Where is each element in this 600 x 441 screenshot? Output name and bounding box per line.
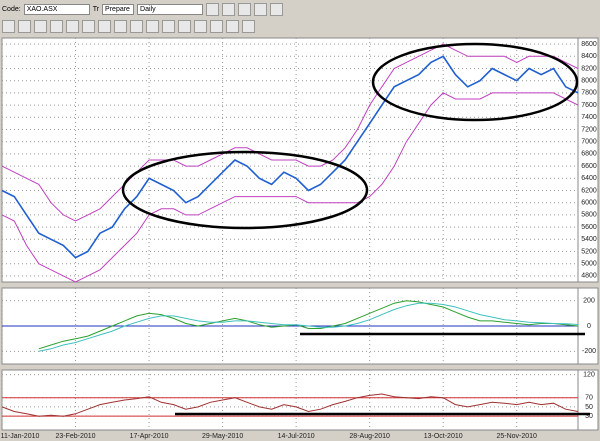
- y-tick-label: 120: [583, 371, 595, 378]
- x-tick-label: 29-May-2010: [202, 433, 243, 440]
- toolbar-row: Code: XAO.ASX Tr Prepare Daily: [2, 1, 284, 17]
- tr-label: Tr: [92, 5, 100, 13]
- y-tick-label: 5400: [581, 236, 597, 243]
- ellipse: [371, 42, 579, 122]
- x-tick-label: 14-Jul-2010: [278, 433, 315, 440]
- y-tick-label: 50: [585, 404, 593, 411]
- toolbar-row: [2, 18, 255, 34]
- period-select[interactable]: Daily: [137, 3, 204, 15]
- x-tick-label: 25-Nov-2010: [496, 433, 537, 440]
- icon[interactable]: [238, 2, 252, 16]
- y-tick-label: 7400: [581, 114, 597, 121]
- tool-icon[interactable]: [242, 19, 255, 33]
- y-tick-label: 70: [585, 395, 593, 402]
- y-tick-label: 6400: [581, 175, 597, 182]
- prepare-button[interactable]: Prepare: [102, 3, 135, 15]
- y-tick-label: 6600: [581, 163, 597, 170]
- tool-icon[interactable]: [162, 19, 175, 33]
- tool-icon[interactable]: [2, 19, 15, 33]
- code-input[interactable]: XAO.ASX: [23, 3, 90, 15]
- y-tick-label: 6000: [581, 200, 597, 207]
- tool-icon[interactable]: [66, 19, 79, 33]
- tool-icon[interactable]: [34, 19, 47, 33]
- y-tick-label: 7200: [581, 126, 597, 133]
- y-tick-label: 0: [587, 323, 591, 330]
- code-label: Code:: [2, 5, 21, 13]
- series-line: [1, 43, 579, 222]
- axis-strip: [577, 37, 599, 283]
- chart-area: 4800 5000 5200 5400 5600 5800 6000 6200 6400 6600…: [1, 37, 599, 440]
- y-tick-label: 7600: [581, 102, 597, 109]
- tool-icon[interactable]: [130, 19, 143, 33]
- tool-icon[interactable]: [146, 19, 159, 33]
- y-tick-label: 8400: [581, 53, 597, 60]
- tool-icon[interactable]: [98, 19, 111, 33]
- icon[interactable]: [254, 2, 268, 16]
- tool-icon[interactable]: [194, 19, 207, 33]
- y-tick-label: 8200: [581, 65, 597, 72]
- y-tick-label: 5000: [581, 261, 597, 268]
- y-tick-label: 8000: [581, 78, 597, 85]
- tool-icon[interactable]: [18, 19, 31, 33]
- y-tick-label: 6800: [581, 151, 597, 158]
- y-tick-label: 7800: [581, 90, 597, 97]
- tool-icon[interactable]: [226, 19, 239, 33]
- series-line: [1, 55, 579, 259]
- annotations: [121, 42, 590, 416]
- x-tick-label: 28-Aug-2010: [349, 433, 390, 440]
- y-tick-label: 5200: [581, 248, 597, 255]
- icon[interactable]: [270, 2, 284, 16]
- tool-icon[interactable]: [178, 19, 191, 33]
- x-tick-label: 23-Feb-2010: [55, 433, 95, 440]
- y-tick-label: 5800: [581, 212, 597, 219]
- tool-icon[interactable]: [50, 19, 63, 33]
- y-tick-label: 200: [583, 298, 595, 305]
- icon[interactable]: [206, 2, 220, 16]
- x-tick-label: 11-Jan-2010: [1, 433, 40, 440]
- y-tick-label: 8600: [581, 41, 597, 48]
- tool-icon[interactable]: [82, 19, 95, 33]
- y-tick-label: 7000: [581, 139, 597, 146]
- toolbar: Code: XAO.ASX Tr Prepare Daily: [0, 0, 600, 36]
- y-tick-label: -200: [582, 348, 596, 355]
- ellipse: [121, 150, 369, 230]
- series-line: [1, 92, 579, 283]
- tool-icon[interactable]: [210, 19, 223, 33]
- y-tick-label: 6200: [581, 187, 597, 194]
- x-tick-label: 17-Apr-2010: [130, 433, 169, 440]
- y-tick-label: 4800: [581, 273, 597, 280]
- panel: [1, 369, 579, 431]
- y-tick-label: 30: [585, 413, 593, 420]
- tool-icon[interactable]: [114, 19, 127, 33]
- x-tick-label: 13-Oct-2010: [424, 433, 463, 440]
- series-line: [1, 393, 579, 417]
- series-line: [38, 300, 579, 350]
- y-tick-label: 5600: [581, 224, 597, 231]
- icon[interactable]: [222, 2, 236, 16]
- series-line: [38, 302, 579, 352]
